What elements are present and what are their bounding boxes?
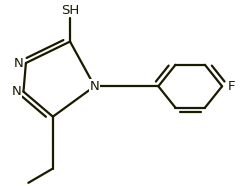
Text: F: F (228, 80, 236, 93)
Text: N: N (90, 80, 99, 93)
Text: N: N (11, 85, 21, 98)
Text: N: N (14, 57, 24, 70)
Text: SH: SH (61, 4, 79, 17)
